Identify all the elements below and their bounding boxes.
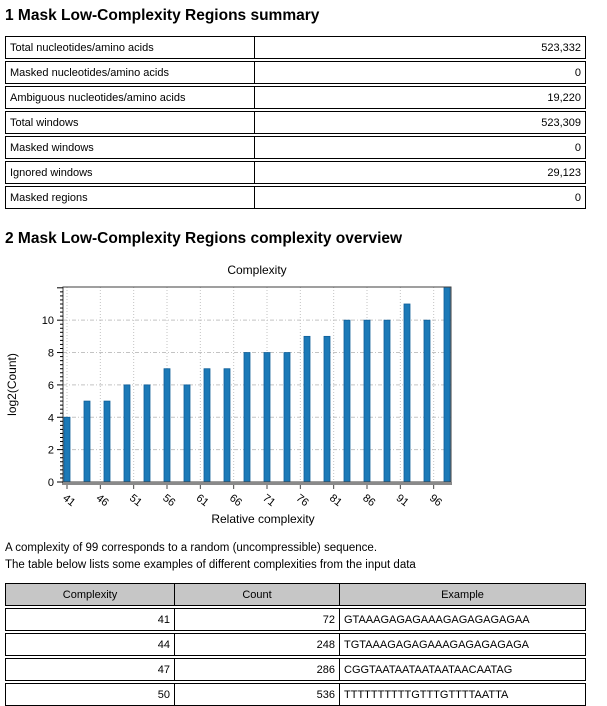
bar (143, 384, 151, 483)
examples-row: 47 286 CGGTAATAATAATAATAACAATAG (5, 658, 586, 681)
example-cell: CGGTAATAATAATAATAACAATAG (344, 663, 513, 676)
bar (383, 319, 391, 483)
summary-row-label: Masked nucleotides/amino acids (6, 62, 255, 83)
examples-row: 41 72 GTAAAGAGAGAAAGAGAGAGAGAA (5, 608, 586, 631)
x-tick-label: 41 (60, 492, 77, 509)
x-tick-label: 96 (427, 492, 444, 509)
summary-row-value: 29,123 (547, 166, 581, 179)
bar (83, 400, 91, 483)
y-axis-title: log2(Count) (5, 353, 19, 416)
summary-row: Masked nucleotides/amino acids 0 (5, 61, 586, 84)
summary-row-label: Total nucleotides/amino acids (6, 37, 255, 58)
summary-row: Total nucleotides/amino acids 523,332 (5, 36, 586, 59)
examples-row: 50 536 TTTTTTTTTTGTTTGTTTTAATTA (5, 683, 586, 706)
bar (123, 384, 131, 483)
y-tick-label: 2 (48, 445, 54, 457)
x-axis-title: Relative complexity (211, 512, 314, 526)
bar (323, 335, 331, 483)
summary-row-value: 523,309 (541, 116, 581, 129)
bar (223, 368, 231, 483)
bar (243, 352, 251, 483)
y-tick-label: 4 (48, 412, 54, 424)
x-tick-label: 61 (194, 492, 211, 509)
summary-row: Ambiguous nucleotides/amino acids 19,220 (5, 86, 586, 109)
bar (63, 416, 71, 483)
complexity-cell: 41 (6, 609, 175, 630)
summary-row-value: 0 (574, 66, 581, 79)
bar (363, 319, 371, 483)
summary-row: Masked windows 0 (5, 136, 586, 159)
section-2-title: 2 Mask Low-Complexity Regions complexity… (5, 230, 403, 247)
x-tick-label: 86 (360, 492, 377, 509)
x-tick-label: 56 (160, 492, 177, 509)
y-tick-label: 0 (48, 477, 54, 489)
bar (263, 352, 271, 483)
x-tick-label: 51 (127, 492, 144, 509)
y-tick-label: 6 (48, 380, 54, 392)
summary-row-value: 19,220 (547, 91, 581, 104)
summary-row-label: Total windows (6, 112, 255, 133)
example-cell: TTTTTTTTTTGTTTGTTTTAATTA (344, 688, 509, 701)
bar (203, 368, 211, 483)
bar (103, 400, 111, 483)
summary-table: Total nucleotides/amino acids 523,332 Mask… (5, 36, 586, 209)
summary-row-label: Masked regions (6, 187, 255, 208)
bar (403, 303, 411, 483)
examples-row: 44 248 TGTAAAGAGAGAAAGAGAGAGAGA (5, 633, 586, 656)
bar (423, 319, 431, 483)
summary-row-label: Ignored windows (6, 162, 255, 183)
bar (443, 286, 451, 483)
examples-header-complexity: Complexity (6, 584, 175, 605)
example-cell: TGTAAAGAGAGAAAGAGAGAGAGA (344, 638, 530, 651)
summary-row-value: 0 (574, 191, 581, 204)
x-tick-label: 76 (294, 492, 311, 509)
y-tick-label: 10 (42, 315, 54, 327)
summary-row: Ignored windows 29,123 (5, 161, 586, 184)
complexity-cell: 47 (6, 659, 175, 680)
x-tick-label: 81 (327, 492, 344, 509)
section-1-title: 1 Mask Low-Complexity Regions summary (5, 7, 320, 24)
examples-header-example: Example (441, 588, 484, 601)
x-tick-label: 66 (227, 492, 244, 509)
bar (303, 335, 311, 483)
y-tick-label: 8 (48, 348, 54, 360)
x-tick-label: 46 (94, 492, 111, 509)
complexity-cell: 44 (6, 634, 175, 655)
complexity-cell: 50 (6, 684, 175, 705)
chart-title: Complexity (227, 263, 286, 277)
summary-row-label: Masked windows (6, 137, 255, 158)
x-tick-label: 91 (394, 492, 411, 509)
summary-row-label: Ambiguous nucleotides/amino acids (6, 87, 255, 108)
note-line-1: A complexity of 99 corresponds to a rand… (5, 542, 378, 554)
bar (163, 368, 171, 483)
summary-row: Masked regions 0 (5, 186, 586, 209)
examples-table: Complexity Count Example 41 72 GTAAAGAGAGAAAG… (5, 583, 586, 706)
count-cell: 72 (175, 609, 340, 630)
x-tick-label: 71 (260, 492, 277, 509)
summary-row: Total windows 523,309 (5, 111, 586, 134)
example-cell: GTAAAGAGAGAAAGAGAGAGAGAA (344, 613, 530, 626)
bar (343, 319, 351, 483)
note-line-2: The table below lists some examples of d… (5, 559, 416, 571)
count-cell: 286 (175, 659, 340, 680)
count-cell: 248 (175, 634, 340, 655)
examples-header-row: Complexity Count Example (5, 583, 586, 606)
summary-row-value: 523,332 (541, 41, 581, 54)
bar (183, 384, 191, 483)
summary-row-value: 0 (574, 141, 581, 154)
bar (283, 352, 291, 483)
plot-frame (62, 286, 452, 483)
examples-header-count: Count (175, 584, 340, 605)
count-cell: 536 (175, 684, 340, 705)
